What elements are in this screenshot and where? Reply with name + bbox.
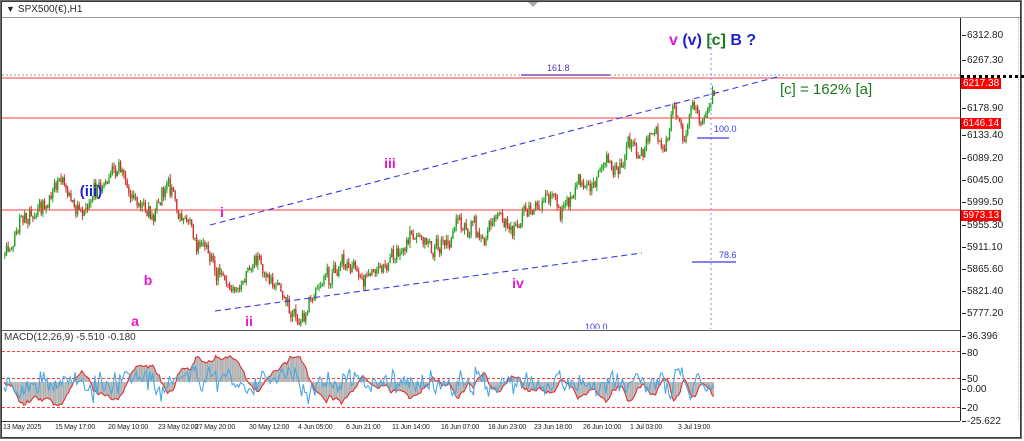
svg-text:b: b	[144, 272, 153, 288]
svg-text:78.6: 78.6	[719, 250, 737, 260]
svg-text:100.0: 100.0	[585, 322, 608, 329]
svg-text:(iii): (iii)	[80, 183, 103, 200]
svg-text:ii: ii	[245, 313, 253, 329]
svg-text:iii: iii	[384, 155, 396, 171]
svg-text:161.8: 161.8	[547, 63, 570, 73]
svg-text:iv: iv	[512, 275, 524, 291]
svg-text:a: a	[131, 313, 139, 329]
svg-text:[c] = 162% [a]: [c] = 162% [a]	[780, 81, 872, 98]
svg-text:100.0: 100.0	[714, 124, 737, 134]
svg-text:v (v) [c] B ?: v (v) [c] B ?	[669, 32, 756, 49]
svg-text:i: i	[220, 204, 224, 220]
